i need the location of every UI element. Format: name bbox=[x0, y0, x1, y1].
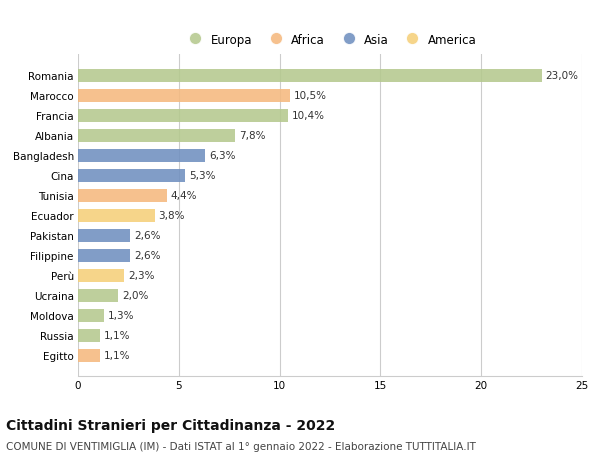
Bar bbox=[78, 70, 542, 83]
Bar bbox=[78, 329, 100, 342]
Bar bbox=[78, 169, 185, 182]
Bar bbox=[78, 349, 100, 362]
Text: 1,1%: 1,1% bbox=[104, 330, 131, 340]
Text: 2,6%: 2,6% bbox=[134, 251, 161, 261]
Bar bbox=[78, 289, 118, 302]
Legend: Europa, Africa, Asia, America: Europa, Africa, Asia, America bbox=[179, 29, 481, 51]
Bar bbox=[78, 249, 130, 262]
Bar bbox=[78, 229, 130, 242]
Text: 23,0%: 23,0% bbox=[546, 71, 579, 81]
Bar bbox=[78, 110, 287, 123]
Text: 3,8%: 3,8% bbox=[158, 211, 185, 221]
Text: 7,8%: 7,8% bbox=[239, 131, 266, 141]
Text: 1,3%: 1,3% bbox=[108, 310, 135, 320]
Bar bbox=[78, 90, 290, 102]
Bar bbox=[78, 209, 155, 222]
Bar bbox=[78, 269, 124, 282]
Text: 5,3%: 5,3% bbox=[189, 171, 215, 181]
Text: 1,1%: 1,1% bbox=[104, 350, 131, 360]
Text: 2,0%: 2,0% bbox=[122, 291, 149, 301]
Bar bbox=[78, 309, 104, 322]
Text: COMUNE DI VENTIMIGLIA (IM) - Dati ISTAT al 1° gennaio 2022 - Elaborazione TUTTIT: COMUNE DI VENTIMIGLIA (IM) - Dati ISTAT … bbox=[6, 441, 476, 451]
Text: Cittadini Stranieri per Cittadinanza - 2022: Cittadini Stranieri per Cittadinanza - 2… bbox=[6, 418, 335, 431]
Text: 10,4%: 10,4% bbox=[292, 111, 325, 121]
Text: 2,3%: 2,3% bbox=[128, 270, 155, 280]
Text: 10,5%: 10,5% bbox=[294, 91, 327, 101]
Text: 6,3%: 6,3% bbox=[209, 151, 236, 161]
Text: 4,4%: 4,4% bbox=[171, 191, 197, 201]
Text: 2,6%: 2,6% bbox=[134, 231, 161, 241]
Bar bbox=[78, 129, 235, 142]
Bar bbox=[78, 150, 205, 162]
Bar bbox=[78, 189, 167, 202]
